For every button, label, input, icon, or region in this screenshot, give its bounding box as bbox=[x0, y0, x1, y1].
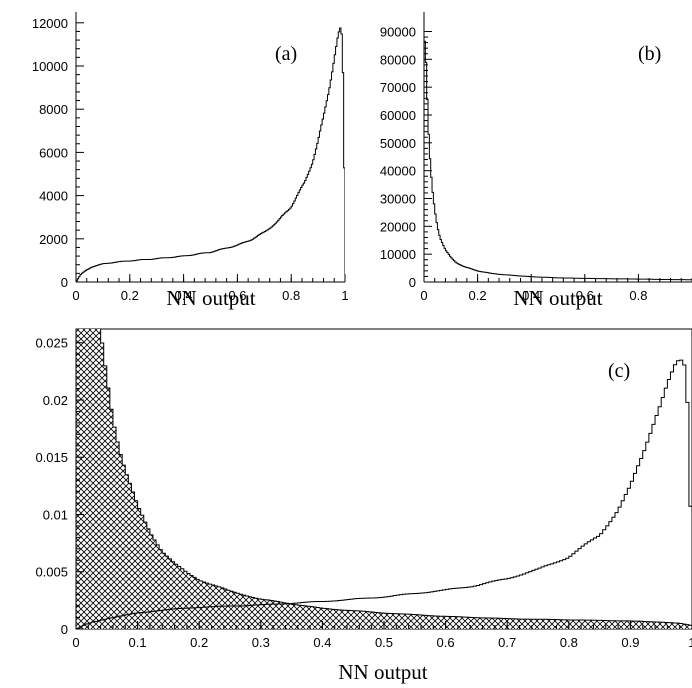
panel-b: 0 10000 20000 30000 40000 50000 60000 70000 8000… bbox=[380, 12, 692, 310]
x-tick-label: 0.6 bbox=[228, 288, 246, 303]
x-tick-label: 0.3 bbox=[252, 635, 270, 650]
x-tick-label: 0.2 bbox=[190, 635, 208, 650]
panel-a-bars bbox=[76, 27, 345, 282]
x-tick-label: 0.7 bbox=[498, 635, 516, 650]
series-1-histogram bbox=[76, 359, 692, 629]
panel-b-yaxis: 0 10000 20000 30000 40000 50000 60000 70000 8000… bbox=[380, 24, 432, 290]
panel-a-xaxis: 0 0.2 0.4 0.6 0.8 1 bbox=[72, 274, 349, 303]
x-tick-label: 0.5 bbox=[375, 635, 393, 650]
x-tick-label: 0.8 bbox=[629, 288, 647, 303]
x-tick-label: 0.8 bbox=[282, 288, 300, 303]
x-tick-label: 0.6 bbox=[576, 288, 594, 303]
y-tick-label: 70000 bbox=[380, 80, 416, 95]
x-tick-label: 0.4 bbox=[522, 288, 540, 303]
x-tick-label: 1 bbox=[688, 635, 692, 650]
x-tick-label: 0 bbox=[72, 288, 79, 303]
y-tick-label: 12000 bbox=[32, 16, 68, 31]
x-tick-label: 0.2 bbox=[121, 288, 139, 303]
x-tick-label: 0 bbox=[420, 288, 427, 303]
y-tick-label: 2000 bbox=[39, 232, 68, 247]
panel-a: 0 2000 4000 6000 8000 10000 12000 0 0.2 0.4 0.6 0.… bbox=[32, 12, 349, 310]
series-0-hatched-histogram bbox=[76, 329, 692, 629]
y-tick-label: 80000 bbox=[380, 52, 416, 67]
panel-a-frame bbox=[75, 12, 345, 283]
y-tick-label: 0.025 bbox=[35, 336, 68, 351]
y-tick-label: 0.015 bbox=[35, 450, 68, 465]
panel-c: 0 0.005 0.01 0.015 0.02 0.025 0 0.1 0.2 0.3 0.4 0.… bbox=[35, 328, 692, 684]
y-tick-label: 10000 bbox=[32, 59, 68, 74]
x-tick-label: 0.1 bbox=[129, 635, 147, 650]
y-tick-label: 6000 bbox=[39, 145, 68, 160]
panel-c-yaxis: 0 0.005 0.01 0.015 0.02 0.025 bbox=[35, 336, 84, 637]
y-tick-label: 20000 bbox=[380, 219, 416, 234]
x-tick-label: 0.9 bbox=[621, 635, 639, 650]
y-tick-label: 50000 bbox=[380, 136, 416, 151]
y-tick-label: 0 bbox=[61, 275, 68, 290]
y-tick-label: 90000 bbox=[380, 24, 416, 39]
panel-b-bars bbox=[424, 40, 692, 282]
panel-b-label: (b) bbox=[638, 43, 661, 65]
y-tick-label: 8000 bbox=[39, 102, 68, 117]
y-tick-label: 4000 bbox=[39, 189, 68, 204]
panel-c-label: (c) bbox=[608, 360, 630, 382]
x-tick-label: 0.8 bbox=[560, 635, 578, 650]
series-0-histogram bbox=[76, 27, 345, 282]
y-tick-label: 60000 bbox=[380, 108, 416, 123]
y-tick-label: 40000 bbox=[380, 164, 416, 179]
y-tick-label: 0 bbox=[61, 622, 68, 637]
x-tick-label: 0.4 bbox=[175, 288, 193, 303]
y-tick-label: 0.01 bbox=[43, 507, 68, 522]
y-tick-label: 0 bbox=[409, 275, 416, 290]
panel-a-label: (a) bbox=[275, 43, 297, 65]
x-tick-label: 0.6 bbox=[437, 635, 455, 650]
x-tick-label: 0.2 bbox=[469, 288, 487, 303]
y-tick-label: 0.02 bbox=[43, 393, 68, 408]
x-tick-label: 0 bbox=[72, 635, 79, 650]
x-tick-label: 0.4 bbox=[313, 635, 331, 650]
panel-b-xaxis: 0 0.2 0.4 0.6 0.8 bbox=[420, 274, 692, 303]
y-tick-label: 10000 bbox=[380, 247, 416, 262]
series-0-histogram bbox=[424, 40, 692, 282]
panel-c-xlabel: NN output bbox=[338, 660, 427, 684]
panel-a-yaxis: 0 2000 4000 6000 8000 10000 12000 bbox=[32, 16, 84, 290]
y-tick-label: 0.005 bbox=[35, 565, 68, 580]
panel-c-bars bbox=[76, 329, 692, 629]
panel-c-xaxis: 0 0.1 0.2 0.3 0.4 0.5 0.6 0.7 0.8 0.9 1 bbox=[72, 621, 692, 650]
panel-b-xlabel: NN output bbox=[513, 286, 602, 310]
panel-a-xlabel: NN output bbox=[166, 286, 255, 310]
x-tick-label: 1 bbox=[341, 288, 348, 303]
y-tick-label: 30000 bbox=[380, 191, 416, 206]
